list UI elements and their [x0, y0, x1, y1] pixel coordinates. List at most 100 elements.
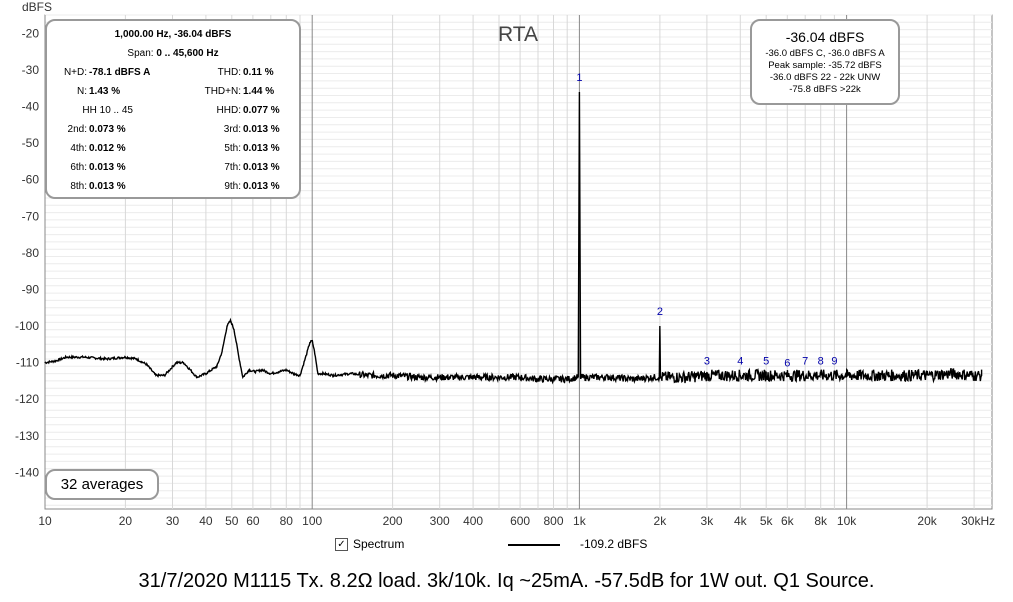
y-tick-label: -60: [22, 173, 40, 187]
stats-value: 0.013 %: [89, 162, 126, 173]
stats-row: 4th: 0.012 % 5th: 0.013 %: [47, 143, 299, 157]
level-main-value: -36.04 dBFS: [785, 29, 865, 45]
stats-header: 1,000.00 Hz, -36.04 dBFS: [114, 29, 232, 40]
x-tick-label: 80: [280, 514, 294, 528]
stats-value: 0.013 %: [243, 162, 280, 173]
x-tick-label: 30: [166, 514, 180, 528]
y-tick-label: -30: [22, 63, 40, 77]
level-unweighted: -36.0 dBFS 22 - 22k UNW: [769, 72, 881, 83]
stats-label: 3rd:: [223, 124, 241, 135]
stats-value: 1.43 %: [89, 86, 121, 97]
x-tick-label: 30kHz: [961, 514, 995, 528]
level-weighted: -36.0 dBFS C, -36.0 dBFS A: [765, 48, 885, 59]
stats-label: THD:: [217, 67, 241, 78]
stats-label: 4th:: [70, 143, 87, 154]
y-tick-label: -70: [22, 209, 40, 223]
y-tick-label: -50: [22, 136, 40, 150]
harmonic-marker-label: 2: [657, 306, 663, 318]
stats-row: 6th: 0.013 % 7th: 0.013 %: [47, 162, 299, 176]
y-tick-label: -110: [16, 356, 39, 370]
check-icon: ✓: [337, 539, 346, 550]
x-tick-label: 800: [543, 514, 563, 528]
harmonic-marker-label: 9: [831, 355, 837, 367]
y-tick-label: -130: [15, 429, 39, 443]
y-tick-label: -140: [15, 465, 39, 479]
x-tick-label: 5k: [760, 514, 774, 528]
x-tick-label: 3k: [701, 514, 715, 528]
stats-value: 0.077 %: [243, 105, 280, 116]
stats-value: 1.44 %: [243, 86, 275, 97]
stats-row: N+D: -78.1 dBFS A THD: 0.11 %: [47, 67, 299, 81]
stats-value: -78.1 dBFS A: [89, 67, 151, 78]
x-tick-label: 200: [383, 514, 403, 528]
y-axis-label: dBFS: [22, 0, 52, 14]
x-tick-label: 60: [246, 514, 260, 528]
distortion-stats-panel: 1,000.00 Hz, -36.04 dBFS Span: 0 .. 45,6…: [45, 19, 301, 199]
stats-value: 0.013 %: [243, 124, 280, 135]
spectrum-series-line: [44, 91, 983, 385]
x-tick-label: 400: [463, 514, 483, 528]
x-tick-label: 8k: [814, 514, 828, 528]
level-peak-sample: Peak sample: -35.72 dBFS: [768, 60, 882, 71]
stats-label: THD+N:: [204, 86, 241, 97]
y-tick-label: -80: [22, 246, 40, 260]
harmonic-marker-label: 8: [818, 355, 824, 367]
x-tick-label: 20k: [917, 514, 937, 528]
level-readout-panel: -36.04 dBFS -36.0 dBFS C, -36.0 dBFS A P…: [750, 19, 900, 105]
stats-label: 7th:: [224, 162, 241, 173]
x-tick-label: 10k: [837, 514, 857, 528]
stats-value: 0.11 %: [243, 67, 274, 78]
stats-label: 9th:: [224, 181, 241, 192]
spectrum-checkbox[interactable]: ✓: [335, 538, 348, 551]
legend-series-label: Spectrum: [353, 537, 405, 551]
y-tick-label: -120: [15, 392, 39, 406]
span-value: 0 .. 45,600 Hz: [156, 48, 219, 59]
stats-label: HHD:: [216, 105, 241, 116]
stats-value: 0.012 %: [89, 143, 126, 154]
figure-caption: 31/7/2020 M1115 Tx. 8.2Ω load. 3k/10k. I…: [138, 570, 875, 592]
legend-line-swatch: [508, 544, 560, 546]
series-group: [44, 91, 983, 385]
x-tick-label: 600: [510, 514, 530, 528]
axis-ticks: -20 -30 -40 -50 -60 -70 -80 -90 -100 -110 -120 -130…: [15, 26, 995, 528]
stats-label: 8th:: [70, 181, 87, 192]
harmonic-marker-label: 6: [784, 357, 790, 369]
harmonic-marker-label: 1: [576, 72, 582, 84]
harmonic-markers: 1 2 3 4 5 6 7 8 9: [576, 72, 837, 369]
stats-value: 0.013 %: [89, 181, 126, 192]
stats-label: HH 10 .. 45: [82, 105, 133, 116]
stats-value: 0.013 %: [243, 143, 280, 154]
stats-row: HH 10 .. 45 HHD: 0.077 %: [47, 105, 299, 119]
stats-label: 2nd:: [67, 124, 87, 135]
x-tick-label: 300: [430, 514, 450, 528]
stats-label: N:: [77, 86, 87, 97]
x-tick-label: 40: [199, 514, 213, 528]
stats-value: 0.073 %: [89, 124, 126, 135]
x-tick-label: 50: [225, 514, 239, 528]
chart-title: RTA: [498, 23, 538, 46]
y-tick-label: -100: [15, 319, 39, 333]
stats-label: N+D:: [63, 67, 87, 78]
x-tick-label: 1k: [573, 514, 587, 528]
averages-badge: 32 averages: [45, 469, 159, 500]
harmonic-marker-label: 3: [704, 355, 710, 367]
y-tick-label: -20: [22, 26, 40, 40]
y-tick-label: -90: [22, 282, 40, 296]
harmonic-marker-label: 4: [737, 355, 743, 367]
x-tick-label: 2k: [654, 514, 668, 528]
x-tick-label: 10: [38, 514, 52, 528]
x-tick-label: 6k: [781, 514, 795, 528]
stats-row: N: 1.43 % THD+N: 1.44 %: [47, 86, 299, 100]
stats-value: 0.013 %: [243, 181, 280, 192]
x-tick-label: 100: [302, 514, 322, 528]
harmonic-marker-label: 5: [763, 355, 769, 367]
stats-row: 2nd: 0.073 % 3rd: 0.013 %: [47, 124, 299, 138]
span-label: Span:: [127, 48, 154, 59]
y-tick-label: -40: [22, 100, 40, 114]
stats-label: 6th:: [70, 162, 87, 173]
stats-label: 5th:: [224, 143, 241, 154]
legend-series-value: -109.2 dBFS: [580, 537, 648, 551]
x-tick-label: 4k: [734, 514, 748, 528]
harmonic-marker-label: 7: [802, 355, 808, 367]
level-above-22k: -75.8 dBFS >22k: [789, 84, 861, 95]
